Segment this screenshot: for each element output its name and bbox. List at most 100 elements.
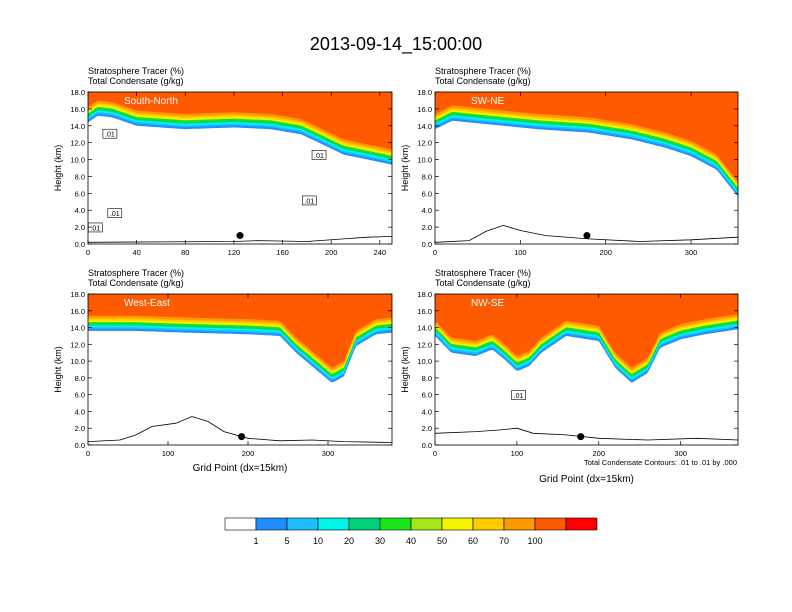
y-tick-label: 18.0	[70, 290, 85, 299]
plot-frame	[434, 293, 739, 446]
colorbar-label: 40	[406, 536, 416, 546]
panel-title-condensate: Total Condensate (g/kg)	[435, 76, 531, 86]
y-tick-label: 18.0	[417, 88, 432, 97]
contour-label-box	[102, 128, 118, 139]
y-tick-label: 4.0	[422, 206, 432, 215]
panel-label: South-North	[124, 96, 178, 107]
y-tick-label: 16.0	[70, 307, 85, 316]
x-axis-label: Grid Point (dx=15km)	[539, 474, 634, 485]
colorbar-swatch	[534, 517, 567, 531]
y-tick-label: 2.0	[75, 223, 85, 232]
colorbar-label: 30	[375, 536, 385, 546]
colorbar-swatch	[410, 517, 443, 531]
terrain-line	[435, 224, 738, 243]
y-tick-label: 16.0	[70, 105, 85, 114]
y-tick-label: 18.0	[417, 290, 432, 299]
y-tick-label: 0.0	[422, 441, 432, 450]
y-tick-label: 4.0	[75, 407, 85, 416]
x-tick-label: 0	[433, 248, 437, 257]
y-tick-label: 2.0	[75, 424, 85, 433]
y-tick-label: 14.0	[70, 122, 85, 131]
contour-label-box	[311, 150, 327, 160]
x-tick-label: 40	[132, 248, 140, 257]
panel-title-tracer: Stratosphere Tracer (%)	[435, 268, 531, 278]
plot-frame	[87, 293, 393, 446]
colorbar-swatch	[379, 517, 412, 531]
contour-label: .01	[304, 198, 314, 205]
y-tick-label: 12.0	[70, 340, 85, 349]
colorbar-swatch	[224, 517, 257, 531]
contour-label-box	[302, 195, 317, 206]
colorbar-swatch	[472, 517, 505, 531]
x-tick-label: 160	[276, 248, 289, 257]
y-tick-label: 8.0	[422, 172, 432, 181]
tracer-field	[435, 92, 738, 243]
colorbar-label: 10	[313, 536, 323, 546]
tracer-band	[88, 294, 392, 368]
y-tick-label: 6.0	[75, 189, 85, 198]
panel-title-condensate: Total Condensate (g/kg)	[435, 278, 531, 288]
contour-label: .01	[105, 132, 115, 139]
colorbar-label: 5	[284, 536, 289, 546]
chart-panel: Stratosphere Tracer (%)Total Condensate …	[53, 268, 393, 474]
x-tick-label: 120	[228, 248, 241, 257]
colorbar-label: 70	[499, 536, 509, 546]
y-tick-label: 16.0	[417, 105, 432, 114]
colorbar-swatch	[348, 517, 381, 531]
y-axis-label: Height (km)	[400, 145, 410, 192]
y-tick-label: 12.0	[417, 340, 432, 349]
figure-title: 2013-09-14_15:00:00	[310, 34, 482, 55]
y-tick-label: 14.0	[417, 324, 432, 333]
x-tick-label: 80	[181, 248, 189, 257]
y-axis-label: Height (km)	[400, 346, 410, 393]
tracer-band	[435, 294, 738, 368]
y-tick-label: 10.0	[417, 156, 432, 165]
contour-label-box	[107, 208, 123, 218]
terrain-line	[435, 427, 738, 441]
x-tick-label: 200	[242, 449, 255, 458]
colorbar-label: 60	[468, 536, 478, 546]
y-tick-label: 18.0	[70, 88, 85, 97]
y-tick-label: 4.0	[422, 407, 432, 416]
y-axis-label: Height (km)	[53, 145, 63, 192]
panel-label: West-East	[124, 298, 170, 309]
y-axis-label: Height (km)	[53, 346, 63, 393]
y-tick-label: 8.0	[75, 374, 85, 383]
panel-title-condensate: Total Condensate (g/kg)	[88, 76, 184, 86]
y-tick-label: 16.0	[417, 307, 432, 316]
contour-label-box	[511, 390, 526, 400]
y-tick-label: 2.0	[422, 424, 432, 433]
terrain-line	[88, 416, 392, 443]
y-tick-label: 12.0	[70, 139, 85, 148]
contour-label: .01	[314, 153, 324, 160]
y-tick-label: 8.0	[422, 374, 432, 383]
y-tick-label: 6.0	[422, 391, 432, 400]
x-tick-label: 0	[86, 248, 90, 257]
panel-title-tracer: Stratosphere Tracer (%)	[88, 66, 184, 76]
panel-title-tracer: Stratosphere Tracer (%)	[88, 268, 184, 278]
chart-panel: Stratosphere Tracer (%)Total Condensate …	[400, 268, 739, 485]
y-tick-label: 0.0	[75, 240, 85, 249]
tracer-field	[88, 294, 392, 443]
y-tick-label: 6.0	[75, 391, 85, 400]
contour-label: .01	[90, 225, 100, 232]
tracer-band	[88, 92, 392, 150]
colorbar-swatch	[317, 517, 350, 531]
tracer-field: .01 .01 .01 .01 .01	[88, 92, 392, 243]
x-tick-label: 300	[322, 449, 335, 458]
colorbar-swatch	[255, 517, 288, 531]
panel-title-condensate: Total Condensate (g/kg)	[88, 278, 184, 288]
contour-label: .01	[514, 393, 524, 400]
colorbar-swatch	[286, 517, 319, 531]
y-tick-label: 2.0	[422, 223, 432, 232]
x-tick-label: 100	[511, 449, 524, 458]
y-tick-label: 6.0	[422, 189, 432, 198]
tracer-band	[435, 92, 738, 182]
colorbar-label: 1	[253, 536, 258, 546]
colorbar-label: 100	[527, 536, 542, 546]
panels: Stratosphere Tracer (%)Total Condensate …	[53, 66, 739, 485]
x-tick-label: 300	[674, 449, 687, 458]
colorbar-swatch	[441, 517, 474, 531]
y-tick-label: 14.0	[70, 324, 85, 333]
